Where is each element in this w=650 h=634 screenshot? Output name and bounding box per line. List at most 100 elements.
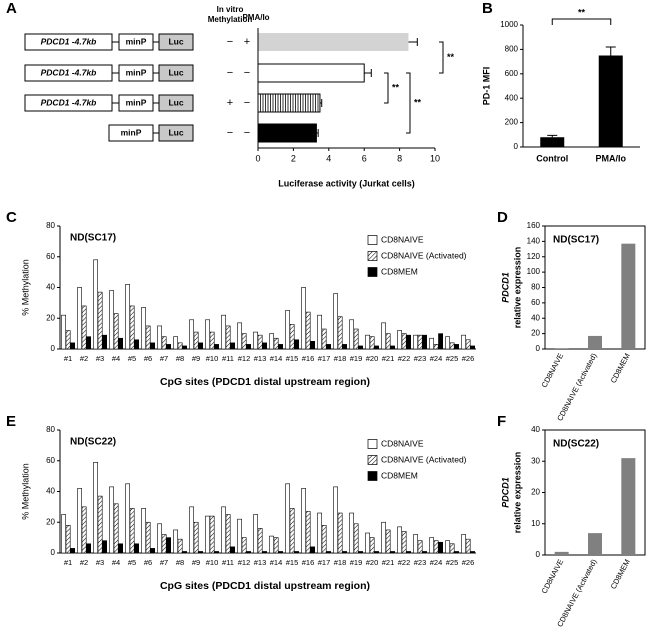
y-axis-label: PD-1 MFI	[481, 67, 491, 106]
bar	[269, 535, 274, 554]
bar	[588, 533, 602, 555]
bar	[321, 328, 327, 350]
panel-label: B	[482, 0, 493, 17]
y-tick-label: 800	[505, 45, 519, 54]
bar	[294, 551, 299, 554]
bar	[413, 334, 418, 350]
bar	[365, 532, 370, 554]
bar	[161, 336, 167, 350]
x-tick-label: #6	[144, 558, 152, 567]
x-tick-label: #15	[286, 558, 299, 567]
bar	[109, 290, 114, 350]
bar	[129, 305, 135, 350]
significance-bracket	[439, 41, 444, 74]
bar	[326, 551, 331, 554]
legend-swatch	[367, 439, 378, 449]
construct-label: PDCD1 -4.7kb	[41, 97, 97, 107]
x-tick-label: #8	[176, 558, 184, 567]
bar	[465, 538, 471, 554]
bar	[102, 334, 107, 350]
construct-label: PDCD1 -4.7kb	[41, 36, 97, 46]
construct-box	[24, 64, 113, 82]
bar	[157, 523, 162, 554]
bar	[401, 333, 407, 350]
construct-box	[24, 33, 113, 51]
bar	[445, 336, 450, 350]
y-tick-label: 60	[46, 252, 55, 261]
methylation-sign: −	[227, 127, 233, 139]
bar	[129, 508, 135, 554]
bar	[65, 525, 71, 554]
y-tick-label: 40	[46, 487, 55, 496]
bar	[554, 551, 569, 555]
bar	[189, 506, 194, 554]
bar	[342, 344, 347, 350]
bar	[422, 334, 427, 350]
x-tick-label: 2	[291, 153, 296, 163]
methylation-sign: +	[227, 97, 233, 109]
x-tick-label: 0	[255, 153, 260, 163]
bar	[417, 540, 423, 554]
x-tick-label: #9	[192, 558, 200, 567]
y-tick-label: 40	[531, 313, 540, 322]
bar	[182, 551, 187, 554]
y-tick-label: 120	[527, 252, 541, 261]
bar	[241, 333, 247, 350]
x-tick-label: 8	[397, 153, 402, 163]
bar	[65, 330, 71, 350]
x-tick-label: #13	[254, 354, 267, 363]
bar	[385, 333, 391, 350]
y-tick-label: 40	[46, 283, 55, 292]
bar	[465, 339, 471, 350]
bar	[358, 551, 363, 554]
x-tick-label: PMA/Io	[596, 153, 627, 163]
bar	[246, 344, 251, 350]
bar	[358, 345, 363, 350]
bar	[438, 541, 443, 554]
x-tick-label: #11	[222, 558, 234, 567]
bar	[193, 331, 199, 350]
panel-label: A	[6, 0, 17, 17]
bar	[353, 328, 359, 350]
significance-label: **	[392, 82, 400, 92]
bar	[113, 503, 119, 554]
y-tick-label: 20	[46, 517, 55, 526]
bar	[305, 311, 311, 350]
construct-label: Luc	[168, 97, 183, 107]
bar	[81, 506, 87, 554]
construct-box	[158, 124, 194, 142]
bar	[433, 344, 439, 350]
bar	[333, 293, 338, 350]
error-bar	[408, 38, 418, 46]
bar	[262, 551, 267, 554]
x-tick-label: #16	[302, 558, 315, 567]
legend-swatch	[367, 267, 378, 277]
bar	[317, 512, 322, 554]
construct-label: Luc	[168, 67, 183, 77]
bar	[540, 137, 565, 147]
bar	[401, 531, 407, 554]
bar	[214, 344, 219, 350]
x-axis-label: CpG sites (PDCD1 distal upstream region)	[160, 580, 370, 592]
bar	[342, 551, 347, 554]
significance-bracket	[406, 72, 411, 134]
bar	[225, 514, 231, 554]
construct-box	[118, 64, 154, 82]
y-tick-label: 400	[505, 93, 519, 102]
construct-label: PDCD1 -4.7kb	[41, 67, 97, 77]
y-tick-label: 60	[46, 456, 55, 465]
bar	[177, 538, 183, 554]
x-tick-label: #1	[64, 354, 72, 363]
x-tick-label: #9	[192, 354, 200, 363]
bar	[470, 551, 475, 554]
bar	[310, 546, 315, 554]
bar	[102, 540, 107, 554]
bar	[93, 259, 98, 350]
bar	[198, 342, 203, 350]
y-axis-label: PDCD1	[500, 272, 510, 303]
bar	[598, 55, 623, 147]
x-tick-label: #12	[238, 558, 251, 567]
legend-label: CD8NAIVE	[381, 234, 424, 244]
construct-label: minP	[126, 36, 147, 46]
